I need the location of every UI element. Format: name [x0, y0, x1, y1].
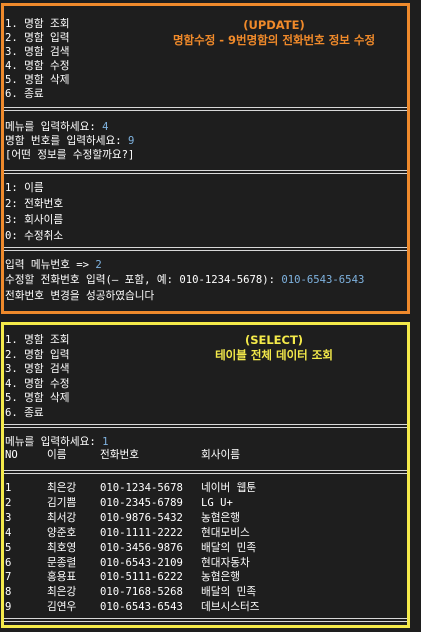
option-name: 1: 이름: [5, 182, 44, 194]
row-company: 데브시스터즈: [201, 601, 260, 614]
row-name: 최서강: [47, 511, 77, 524]
update-result-message: 전화번호 변경을 성공하였습니다: [5, 290, 155, 302]
update-caption: (UPDATE) 명함수정 - 9번명함의 전화번호 정보 수정: [154, 18, 394, 48]
separator: [4, 618, 407, 622]
table-row: 6 문종렬 010-6543-2109 현대자동차: [4, 556, 407, 569]
row-no: 1: [5, 482, 12, 494]
menu-item-delete: 5. 명함 삭제: [5, 74, 70, 86]
card-number-value: 9: [127, 135, 135, 147]
row-no: 8: [5, 586, 12, 599]
row-no: 5: [5, 541, 12, 554]
menu-item-view: 1. 명함 조회: [5, 18, 70, 30]
row-phone: 010-6543-2109: [100, 556, 183, 569]
table-row: 5 최호영 010-3456-9876 배달의 민족: [4, 541, 407, 554]
option-prompt: 입력 메뉴번호 =>: [5, 259, 96, 271]
row-no: 4: [5, 526, 12, 539]
menu-item-exit: 6. 종료: [5, 88, 44, 100]
phone-input-line[interactable]: 수정할 전화번호 입력(– 포함, 예: 010-1234-5678): 010…: [4, 274, 407, 286]
separator: [4, 470, 407, 474]
row-company: 현대모비스: [201, 526, 250, 539]
menu-prompt: 메뉴를 입력하세요:: [5, 436, 103, 448]
table-row: 7 홍용표 010-5111-6222 농협은행: [4, 571, 407, 584]
menu-item-search: 3. 명함 검색: [5, 46, 70, 58]
row-no: 3: [5, 511, 12, 524]
option-phone: 2: 전화번호: [5, 198, 64, 210]
row-company: 배달의 민족: [201, 541, 257, 554]
separator: [4, 247, 407, 251]
edit-question: [어떤 정보를 수정할까요?]: [5, 149, 135, 161]
select-terminal-panel: 1. 명함 조회 2. 명함 입력 3. 명함 검색 4. 명함 수정 5. 명…: [1, 322, 410, 628]
menu-item-insert: 2. 명함 입력: [5, 32, 70, 44]
select-caption-desc: 테이블 전체 데이터 조회: [215, 348, 333, 362]
select-caption-title: (SELECT): [244, 333, 304, 347]
phone-prompt: 수정할 전화번호 입력(– 포함, 예: 010-1234-5678):: [5, 274, 282, 286]
row-no: 6: [5, 556, 12, 569]
row-phone: 010-7168-5268: [100, 586, 183, 599]
row-phone: 010-9876-5432: [100, 511, 183, 524]
header-no: NO: [5, 449, 18, 461]
update-caption-title: (UPDATE): [243, 18, 305, 32]
menu-item-update: 4. 명함 수정: [5, 60, 70, 72]
row-name: 김연우: [47, 601, 77, 614]
row-name: 양준호: [47, 526, 77, 539]
menu-input-value: 1: [102, 436, 109, 448]
row-no: 2: [5, 496, 12, 509]
row-phone: 010-6543-6543: [100, 601, 183, 614]
table-header: NO 이름 전화번호 회사이름: [4, 449, 407, 461]
select-caption: (SELECT) 테이블 전체 데이터 조회: [189, 333, 359, 363]
row-name: 최은강: [47, 482, 77, 494]
row-name: 김기쁨: [47, 496, 77, 509]
menu-input-line[interactable]: 메뉴를 입력하세요: 1: [4, 436, 407, 448]
menu-item-search: 3. 명함 검색: [5, 363, 70, 375]
menu-item-view: 1. 명함 조회: [5, 334, 70, 346]
menu-input-value: 4: [102, 121, 109, 133]
row-company: 현대자동차: [201, 556, 250, 569]
option-input-line[interactable]: 입력 메뉴번호 => 2: [4, 259, 407, 271]
table-row: 9 김연우 010-6543-6543 데브시스터즈: [4, 601, 407, 614]
option-input-value: 2: [95, 259, 102, 271]
row-phone: 010-1111-2222: [100, 526, 183, 539]
separator: [4, 170, 407, 174]
update-terminal-panel: 1. 명함 조회 2. 명함 입력 3. 명함 검색 4. 명함 수정 5. 명…: [1, 3, 410, 314]
phone-input-value: 010-6543-6543: [281, 274, 365, 286]
header-company: 회사이름: [201, 449, 240, 461]
card-number-prompt: 명함 번호를 입력하세요:: [5, 135, 128, 147]
row-phone: 010-2345-6789: [100, 496, 183, 509]
separator: [4, 107, 407, 111]
update-caption-desc: 명함수정 - 9번명함의 전화번호 정보 수정: [172, 33, 376, 47]
menu-item-exit: 6. 종료: [5, 407, 44, 419]
table-row: 2 김기쁨 010-2345-6789 LG U+: [4, 496, 407, 509]
menu-item-insert: 2. 명함 입력: [5, 349, 70, 361]
separator: [4, 424, 407, 428]
table-row: 4 양준호 010-1111-2222 현대모비스: [4, 526, 407, 539]
row-name: 최은강: [47, 586, 77, 599]
row-company: 농협은행: [201, 571, 240, 584]
row-phone: 010-5111-6222: [100, 571, 183, 584]
menu-item-update: 4. 명함 수정: [5, 378, 70, 390]
menu-item-delete: 5. 명함 삭제: [5, 392, 70, 404]
option-company: 3: 회사이름: [5, 214, 64, 226]
menu-input-line[interactable]: 메뉴를 입력하세요: 4: [4, 121, 407, 133]
menu-prompt: 메뉴를 입력하세요:: [5, 121, 103, 133]
row-name: 최호영: [47, 541, 77, 554]
row-name: 문종렬: [47, 556, 77, 569]
table-row: 3 최서강 010-9876-5432 농협은행: [4, 511, 407, 524]
row-phone: 010-3456-9876: [100, 541, 183, 554]
card-number-input-line[interactable]: 명함 번호를 입력하세요: 9: [4, 135, 407, 147]
table-row: 1 최은강 010-1234-5678 네이버 웹툰: [4, 482, 407, 494]
header-name: 이름: [47, 449, 67, 461]
row-company: LG U+: [201, 496, 233, 509]
header-phone: 전화번호: [100, 449, 139, 461]
row-no: 9: [5, 601, 12, 614]
row-company: 배달의 민족: [201, 586, 257, 599]
row-company: 농협은행: [201, 511, 240, 524]
row-company: 네이버 웹툰: [201, 482, 257, 494]
row-name: 홍용표: [47, 571, 77, 584]
row-phone: 010-1234-5678: [100, 482, 183, 494]
row-no: 7: [5, 571, 12, 584]
table-row: 8 최은강 010-7168-5268 배달의 민족: [4, 586, 407, 599]
option-cancel: 0: 수정취소: [5, 230, 64, 242]
